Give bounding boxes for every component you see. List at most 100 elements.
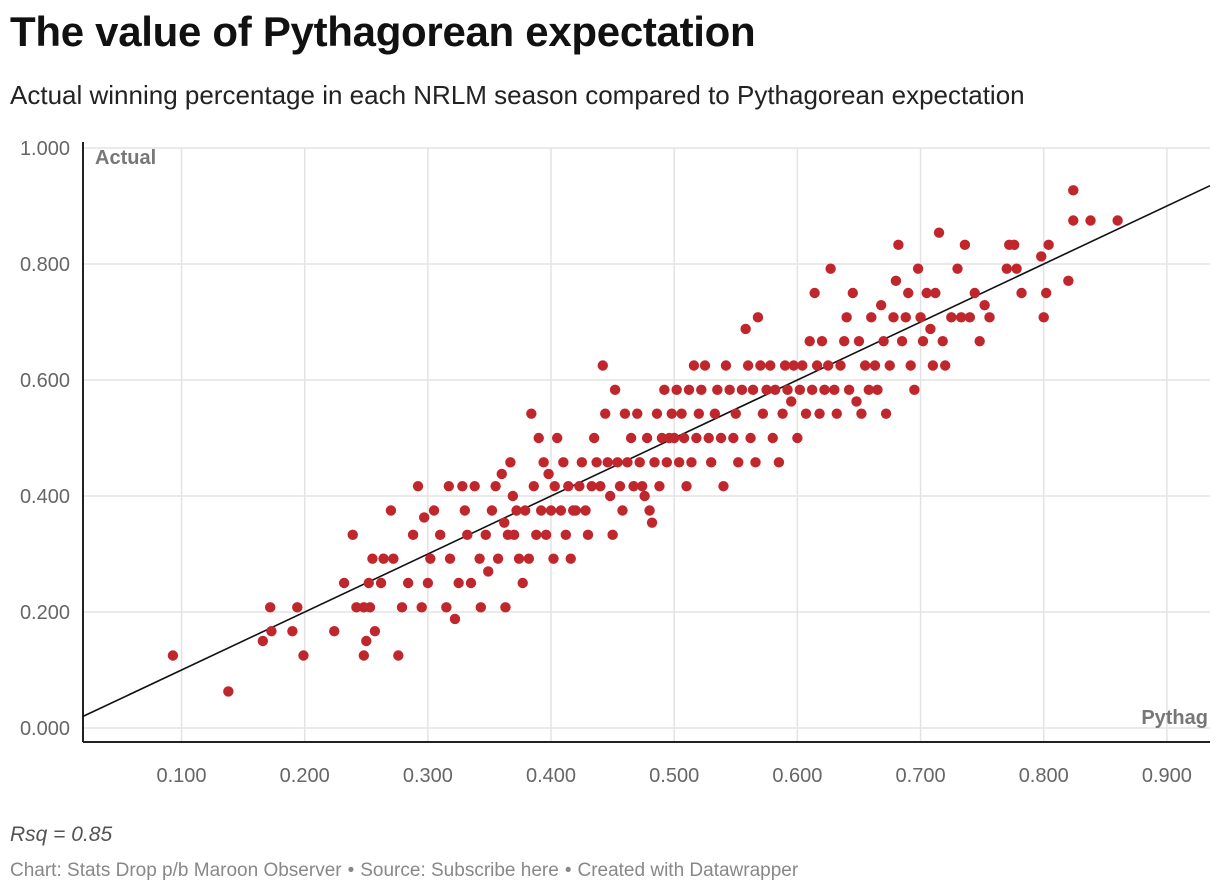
data-point [586,480,597,492]
x-tick-label: 0.900 [1142,765,1192,787]
rsq-note: Rsq = 0.85 [10,823,113,846]
data-point [654,480,665,492]
data-point [915,312,926,323]
data-point [375,577,387,589]
data-point [917,335,929,347]
data-point [496,468,507,480]
data-point [646,517,658,528]
data-point [959,239,971,251]
data-point [555,505,567,516]
data-point [853,335,865,347]
data-point [666,408,677,419]
data-point [656,432,668,444]
trend-layer [82,184,1211,718]
data-point [558,457,569,468]
data-point [755,360,766,371]
data-point [347,529,358,541]
data-point [715,432,727,444]
data-point [526,408,537,419]
data-point [367,553,378,564]
data-point [884,360,895,371]
data-point [619,408,631,419]
axis-layer [82,142,1210,743]
x-tick-label: 0.300 [403,765,453,787]
data-point [402,577,414,589]
data-point [425,553,436,564]
y-tick-label: 0.400 [20,486,70,508]
data-point [869,360,881,371]
data-point [678,432,690,444]
data-point [265,602,276,613]
data-point [724,384,735,396]
data-point [540,529,552,541]
data-point [835,360,846,371]
data-point [888,312,899,323]
data-point [946,312,957,323]
data-point [528,480,539,492]
data-point [361,635,372,647]
data-point [709,408,721,419]
data-point [600,408,611,419]
data-point [816,335,828,347]
data-point [819,384,830,396]
data-point [266,625,277,637]
data-point [676,408,687,419]
data-point [505,457,516,468]
data-point [257,635,269,647]
data-point [422,577,434,589]
x-tick-label: 0.700 [896,765,946,787]
data-point [329,625,340,637]
data-point [752,312,764,323]
data-point [747,384,759,396]
data-point [378,553,389,564]
data-point [428,505,440,516]
data-point [549,480,560,492]
data-point [475,602,487,613]
data-point [903,287,914,299]
data-point [462,529,473,541]
data-point [673,457,685,468]
data-point [385,505,397,516]
y-tick-label: 0.600 [20,370,70,392]
data-point [418,512,430,523]
data-point [519,505,531,516]
data-point [811,360,823,371]
data-point [779,360,791,371]
data-point [925,323,936,335]
data-point [364,602,376,613]
data-point [490,480,501,492]
data-point [912,263,924,274]
data-point [1068,185,1079,196]
data-point [287,625,298,637]
data-point [838,335,850,347]
data-point [560,529,572,541]
data-point [591,457,602,468]
data-point [806,384,818,396]
data-point [847,287,859,299]
data-point [736,384,748,396]
data-point [602,457,613,468]
data-point [900,312,911,323]
created-with-link[interactable]: Created with Datawrapper [577,860,799,881]
data-point [909,384,920,396]
source-link[interactable]: Source: Subscribe here [360,860,559,881]
data-point [517,577,528,589]
data-point [797,360,808,371]
data-point [625,432,637,444]
chart-footer: Chart: Stats Drop p/b Maroon Observer • So… [10,860,798,882]
data-point [875,299,887,311]
data-point [761,384,772,396]
data-point [893,239,904,251]
data-point [469,480,480,492]
chart-subtitle: Actual winning percentage in each NRLM s… [10,80,1025,110]
data-point [686,457,697,468]
x-tick-label: 0.100 [157,765,207,787]
data-point [441,602,452,613]
data-point [483,566,494,577]
data-point [407,529,419,541]
data-point [669,432,680,444]
data-point [632,408,643,419]
data-point [1043,239,1054,251]
data-point [831,408,842,419]
data-point [699,360,711,371]
